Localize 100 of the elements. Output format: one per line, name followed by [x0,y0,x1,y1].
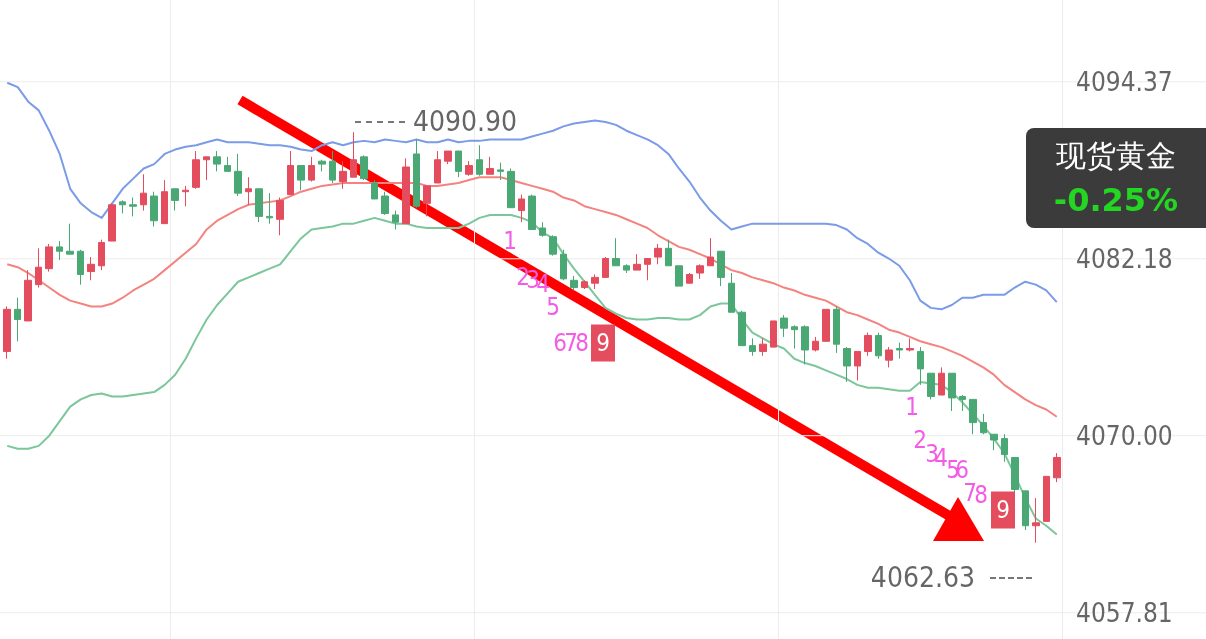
candlestick [990,433,998,451]
candlestick [476,144,483,177]
candlestick [675,265,683,287]
candlestick [1022,490,1029,531]
annotation: 8 [575,329,589,357]
candlestick [539,221,546,238]
candlestick [738,310,746,347]
candlestick [749,337,756,357]
candlestick [728,272,735,313]
candlestick [434,150,441,184]
candlestick [465,160,473,177]
candlestick [224,156,231,172]
candlestick [192,150,200,190]
annotation: 1 [905,393,919,421]
candlestick [24,269,32,322]
candlestick [129,197,137,217]
candlestick [276,197,284,236]
candlestick [339,160,347,190]
candlestick [528,194,536,230]
candlestick [45,243,53,273]
candlestick [119,199,126,214]
candlestick [980,413,987,435]
candlestick [822,308,830,342]
candlestick [885,346,893,368]
annotation: 6 [553,329,567,357]
annotation: 4062.63 [870,560,975,594]
candlestick [287,150,294,196]
candlestick [87,256,95,281]
annotation: 7 [963,479,977,507]
candlestick [770,320,777,348]
candlestick [66,223,74,255]
candlestick [833,305,840,354]
candlestick [570,275,578,291]
candlestick [497,162,504,181]
candlestick [927,372,935,400]
y-tick-label: 4094.37 [1076,66,1173,97]
candlestick [896,342,903,360]
candlestick [812,336,819,352]
candlestick [266,192,273,225]
candlestick [444,150,452,165]
candlestick [507,167,515,209]
candlestick [707,237,714,267]
candlestick [612,237,620,267]
candlestick [98,239,105,271]
candlestick [360,154,368,181]
candlestick [696,263,704,280]
candlestick [14,297,21,342]
candlestick [150,191,158,228]
candlestick [140,173,147,212]
candlestick [864,332,872,357]
candlestick [413,138,420,209]
candlestick [791,324,798,350]
candlestick [686,272,693,284]
y-tick-label: 4082.18 [1076,243,1173,274]
candlestick [602,256,609,278]
candlestick [633,253,641,271]
candlestick [381,191,389,216]
candlestick [560,249,567,281]
annotation: 8 [974,481,988,509]
candlestick [948,372,956,412]
line-series [6,213,1058,536]
candlestick [717,250,725,287]
candlestick [906,337,914,352]
candlestick [938,366,945,396]
candlestick [297,165,305,191]
candlestick [1043,475,1050,522]
annotation: 9 [591,324,615,362]
annotation: 1 [503,227,517,255]
candlestick [801,324,809,366]
candlestick [402,157,410,225]
candlestick [969,398,977,435]
y-tick-label: 4070.00 [1076,420,1173,451]
candlestick [255,188,263,223]
candlestick [182,185,189,207]
candlestick [1001,433,1008,463]
candlestick [917,346,924,386]
candlestick [854,350,861,381]
annotation: 2 [913,426,927,454]
candlestick [308,156,315,183]
annotation: 4090.90 [413,104,518,138]
candlestick [350,131,357,178]
candlestick [423,185,431,217]
candlestick [1053,452,1061,483]
candlestick [329,150,336,184]
candlestick [3,305,11,360]
candlestick [644,258,651,281]
candlestick [171,188,179,212]
candlestick [591,273,599,290]
candlestick [759,337,767,357]
candlestick [486,156,494,175]
candlestick [35,247,42,289]
candlestick [318,159,326,172]
candlestick [371,179,378,200]
candlestick [654,243,662,265]
annotation: 现货黄金 [1055,137,1177,175]
annotation: -0.25% [1052,180,1180,221]
candlestick [245,176,252,206]
candlestick [203,156,210,181]
candlestick [161,179,168,225]
candlestick [234,153,242,197]
